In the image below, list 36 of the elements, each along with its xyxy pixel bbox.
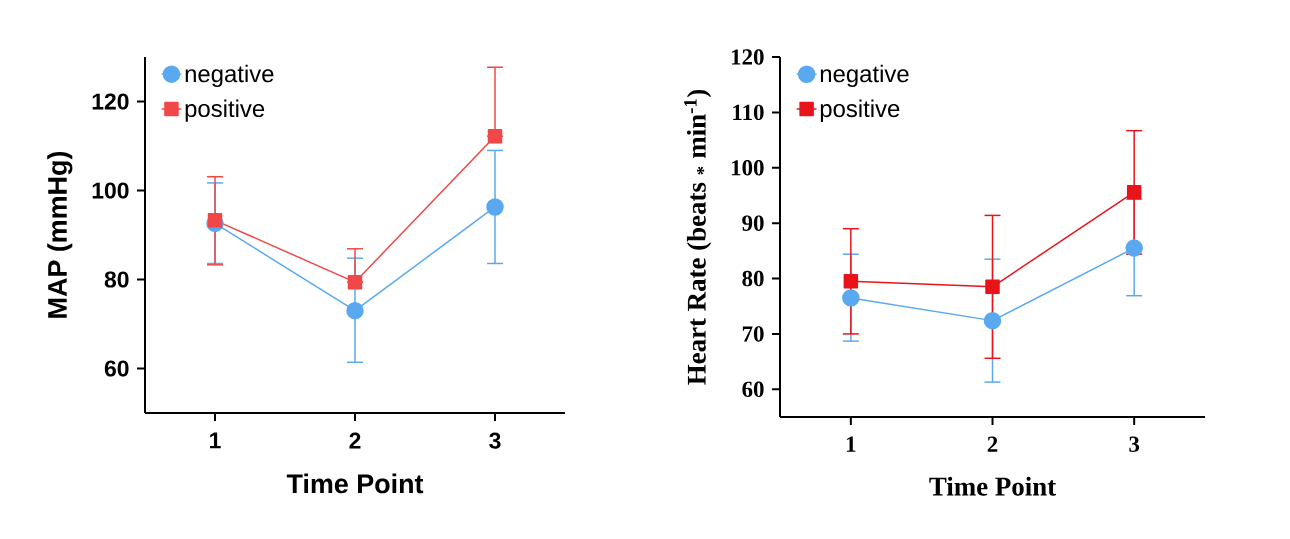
point — [486, 198, 504, 216]
y-tick-label: 100 — [92, 182, 129, 199]
x-tick-label: 2 — [349, 432, 361, 449]
x-tick-label: 3 — [489, 432, 501, 449]
point — [346, 301, 364, 320]
y-tick-label: 70 — [742, 326, 764, 342]
point — [985, 279, 1000, 295]
y-tick-label: 120 — [92, 93, 129, 110]
y-tick-label: 80 — [104, 271, 129, 288]
y-tick-label: 90 — [742, 215, 764, 231]
x-axis-title: Time Point — [286, 473, 424, 494]
x-axis-title: Time Point — [929, 476, 1057, 496]
point — [487, 128, 503, 144]
point — [842, 289, 860, 307]
point — [1126, 184, 1142, 200]
x-tick-label: 2 — [987, 436, 998, 452]
y-tick-label: 110 — [733, 104, 764, 121]
legend-label: negative — [820, 64, 909, 88]
y-axis-title: MAP (mmHg) — [47, 151, 73, 318]
x-tick-label: 3 — [1129, 436, 1140, 452]
point — [1125, 239, 1143, 257]
point — [843, 274, 859, 289]
legend-label: positive — [185, 99, 265, 122]
legend-label: negative — [185, 64, 274, 88]
y-tick-label: 120 — [731, 49, 764, 65]
y-axis-title: Heart Rate (beats $_{*}$ min$^{-1}$) — [684, 89, 712, 385]
y-tick-label: 80 — [742, 270, 764, 287]
x-tick-label: 1 — [846, 436, 856, 452]
y-tick-label: 100 — [731, 160, 764, 176]
y-tick-label: 60 — [104, 360, 129, 377]
point — [207, 213, 223, 228]
point — [983, 311, 1002, 330]
y-tick-label: 60 — [742, 381, 764, 398]
point — [347, 274, 363, 290]
x-tick-label: 1 — [210, 432, 221, 449]
legend-label: positive — [820, 99, 900, 122]
